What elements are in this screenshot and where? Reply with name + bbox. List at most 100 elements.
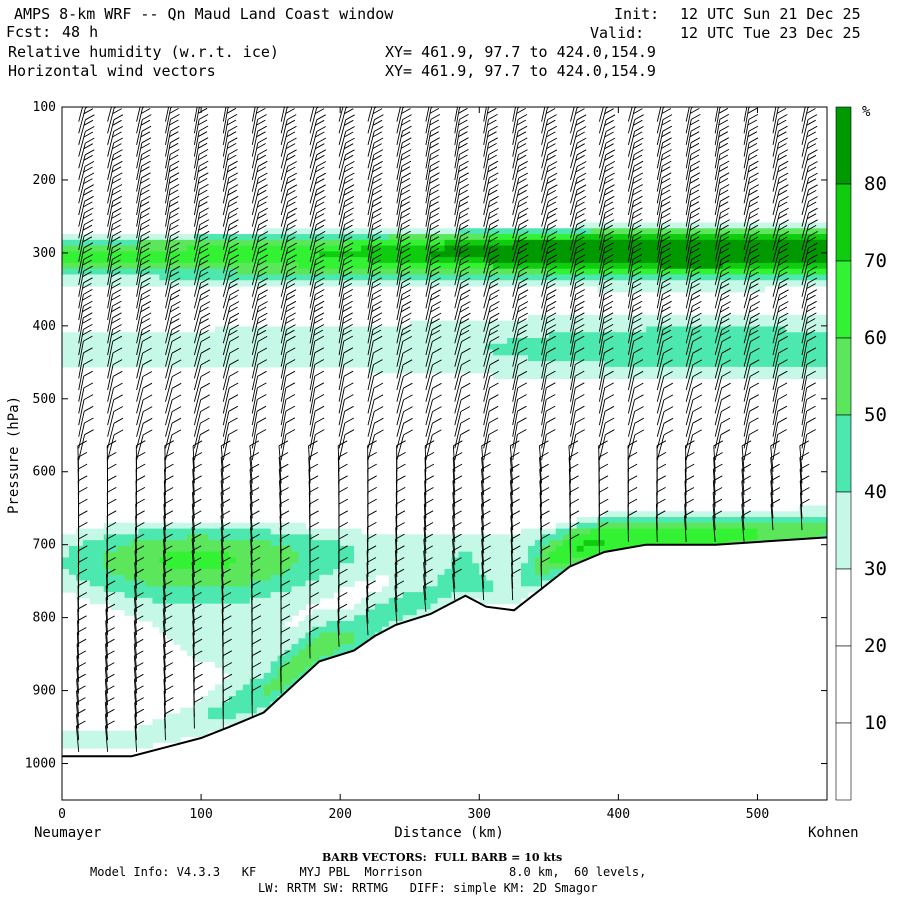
wind-barb-flag [112,277,122,284]
wind-barb-shaft [222,352,231,379]
rh-cell [416,268,425,276]
rh-cell [228,672,237,680]
wind-barb-shaft [136,119,143,145]
rh-cell [361,251,369,258]
wind-barb-shaft [193,154,200,180]
rh-cell [639,280,647,287]
rh-cell [110,355,119,362]
rh-cell [402,239,411,247]
rh-cell [187,569,195,576]
rh-cell [757,511,765,518]
wind-barb-flag [133,638,144,645]
wind-barb [134,568,144,601]
rh-cell [228,239,237,247]
wind-barb-shaft [105,609,109,636]
rh-cell [687,528,696,535]
wind-barb [220,510,231,542]
rh-cell [361,268,369,276]
rh-cell [354,239,362,247]
rh-cell [611,343,619,351]
rh-cell [194,713,202,720]
rh-cell [792,355,800,362]
rh-cell [291,580,300,587]
rh-cell [402,551,411,559]
rh-cell [674,286,682,293]
rh-cell [667,234,675,241]
rh-cell [166,280,174,287]
rh-cell [514,551,522,559]
rh-cell [68,730,77,738]
rh-cell [215,586,223,593]
wind-barb-flag [169,172,180,179]
wind-barb-flag [83,219,94,225]
rh-cell [173,580,181,587]
rh-cell [208,338,216,345]
rh-cell [347,528,355,535]
wind-barb-flag [229,242,240,249]
rh-cell [674,268,682,276]
wind-barb-flag [140,283,150,289]
rh-cell [395,603,404,611]
wind-barb-shaft [165,107,172,134]
rh-cell [242,678,251,686]
wind-barb-flag [135,522,145,528]
wind-barb-shaft [193,166,200,192]
rh-cell [687,245,696,252]
rh-cell [215,615,223,622]
wind-barb [77,603,87,636]
rh-cell [215,239,223,247]
wind-barb-flag [229,254,240,261]
rh-cell [548,314,557,322]
init-value: 12 UTC Sun 21 Dec 25 [680,5,861,23]
rh-cell [507,580,515,587]
rh-cell [145,262,153,270]
wind-barb [135,498,145,531]
wind-barb [104,708,115,741]
rh-cell [799,320,807,328]
wind-barb-flag [193,697,204,703]
rh-cell [208,719,216,726]
rh-cell [361,563,369,570]
rh-cell [166,592,174,599]
rh-cell [381,366,390,374]
rh-cell [736,361,745,368]
rh-cell [159,239,167,247]
rh-cell [249,597,258,605]
wind-barb-shaft [136,131,143,157]
rh-cell [173,545,181,553]
rh-cell [187,274,195,281]
rh-cell [507,228,515,235]
rh-cell [374,551,383,559]
rh-cell [500,551,508,559]
rh-cell [680,274,689,281]
rh-cell [103,338,112,345]
rh-cell [187,644,195,651]
rh-cell [514,326,522,333]
rh-cell [284,569,293,576]
rh-cell [291,522,300,530]
rh-cell [333,361,341,368]
rh-cell [242,586,251,593]
rh-cell [180,609,188,616]
wind-barb-shaft [78,131,86,157]
wind-barb-flag [229,336,240,342]
rh-cell [778,366,786,374]
rh-cell [430,534,439,541]
rh-cell [687,522,696,530]
rh-cell [660,257,668,264]
rh-cell [263,690,272,697]
rh-cell [201,724,209,732]
rh-cell [618,517,626,524]
rh-cell [555,251,564,258]
rh-cell [402,234,411,241]
rh-cell [117,343,126,351]
rh-cell [680,239,689,247]
rh-cell [472,338,480,345]
wind-barb [106,557,116,589]
rh-cell [291,626,300,634]
wind-barb-shaft [165,411,173,437]
rh-cell [173,615,181,622]
rh-cell [131,251,140,258]
rh-cell [409,361,418,368]
rh-cell [694,314,703,322]
